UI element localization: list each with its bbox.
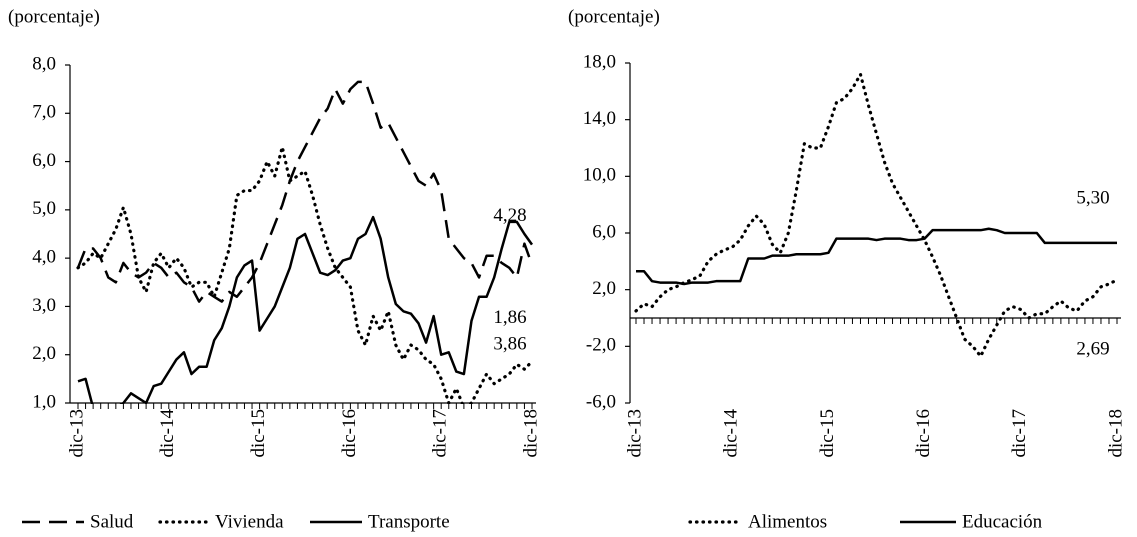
y-tick-label: 10,0 (583, 165, 616, 186)
y-tick-label: 3,0 (32, 295, 56, 316)
y-tick-label: 1,0 (32, 391, 56, 412)
end-label: 5,30 (1076, 187, 1109, 208)
end-label: 3,86 (493, 333, 526, 354)
y-tick-label: 14,0 (583, 108, 616, 129)
x-tick-label: dic-13 (624, 409, 645, 458)
y-tick-label: -2,0 (586, 335, 616, 356)
legend-label: Alimentos (748, 511, 827, 532)
y-axis-label: (porcentaje) (568, 6, 660, 27)
y-tick-label: -6,0 (586, 391, 616, 412)
y-tick-label: 6,0 (32, 150, 56, 171)
y-axis-label: (porcentaje) (8, 6, 100, 27)
x-tick-label: dic-14 (157, 409, 178, 458)
y-tick-label: 6,0 (592, 221, 616, 242)
y-tick-label: 8,0 (32, 53, 56, 74)
plot: (porcentaje) 1,0 2,0 3,0 4,0 5,0 6,0 7,0 8,0 dic-… (8, 6, 541, 532)
y-tick-label: 18,0 (583, 51, 616, 72)
x-tick-label: dic-14 (721, 409, 742, 458)
plot: (porcentaje) -6,0 -2,0 2,0 6,0 10,0 14,0 18,0 di… (568, 6, 1126, 532)
end-label: 2,69 (1076, 338, 1109, 359)
x-tick-label: dic-17 (1009, 409, 1030, 458)
series-line (77, 215, 534, 404)
y-tick-label: 4,0 (32, 247, 56, 268)
end-label: 4,28 (493, 205, 526, 226)
legend-label: Salud (90, 511, 134, 532)
y-tick-label: 2,0 (592, 278, 616, 299)
x-tick-label: dic-18 (1105, 409, 1126, 458)
legend-label: Vivienda (215, 511, 284, 532)
x-tick-label: dic-16 (913, 409, 934, 458)
series-line (634, 72, 1119, 358)
x-tick-label: dic-18 (520, 409, 541, 458)
end-label: 1,86 (493, 307, 526, 328)
series-line (636, 227, 1117, 286)
x-tick-label: dic-13 (66, 409, 87, 458)
legend-label: Educación (962, 511, 1043, 532)
x-tick-label: dic-15 (248, 409, 269, 458)
x-tick-label: dic-17 (430, 409, 451, 458)
series-group (76, 80, 534, 404)
x-tick-label: dic-15 (817, 409, 838, 458)
x-tick-label: dic-16 (339, 409, 360, 458)
legend-label: Transporte (368, 511, 450, 532)
y-tick-label: 2,0 (32, 343, 56, 364)
y-tick-label: 7,0 (32, 102, 56, 123)
y-tick-label: 5,0 (32, 198, 56, 219)
series-line (76, 80, 534, 303)
series-group (634, 72, 1119, 358)
